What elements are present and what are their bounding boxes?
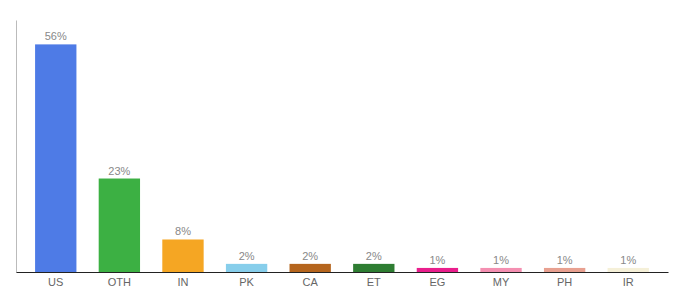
data-label: 8%	[175, 225, 191, 237]
x-tick-label: PK	[239, 276, 254, 288]
data-label: 1%	[493, 254, 509, 266]
bar	[226, 264, 267, 272]
x-tick-label: CA	[303, 276, 319, 288]
x-axis-line	[17, 272, 669, 273]
data-label: 2%	[302, 250, 318, 262]
x-tick-label: MY	[493, 276, 510, 288]
x-tick: IR	[623, 276, 634, 288]
data-label: 2%	[239, 250, 255, 262]
x-tick-label: IN	[177, 276, 188, 288]
x-tick-label: EG	[429, 276, 445, 288]
bar	[608, 268, 649, 272]
x-tick: IN	[177, 276, 188, 288]
data-label: 2%	[366, 250, 382, 262]
data-label: 23%	[108, 165, 130, 177]
chart: US OTH IN PK CA ET EG MY PH IR 56% 23% 8% 2% 2% 2% 1% 1% 1…	[0, 0, 680, 300]
data-label: 56%	[45, 30, 67, 42]
y-axis	[16, 21, 17, 273]
bar	[353, 264, 394, 272]
x-tick-label: IR	[623, 276, 634, 288]
x-tick: MY	[493, 276, 510, 288]
data-label: 1%	[620, 254, 636, 266]
x-tick-label: ET	[367, 276, 381, 288]
x-tick: EG	[429, 276, 445, 288]
x-tick: PH	[557, 276, 572, 288]
data-label: 1%	[429, 254, 445, 266]
bar	[35, 44, 76, 272]
bars	[35, 44, 649, 272]
x-tick: OTH	[108, 276, 131, 288]
x-tick: ET	[367, 276, 381, 288]
plot: US OTH IN PK CA ET EG MY PH IR 56% 23% 8% 2% 2% 2% 1% 1% 1…	[17, 21, 669, 288]
bar	[544, 268, 585, 272]
x-tick: US	[48, 276, 63, 288]
x-tick: PK	[239, 276, 254, 288]
bar	[417, 268, 458, 272]
bar	[162, 239, 203, 272]
y-axis-line	[16, 21, 17, 273]
data-labels: 56% 23% 8% 2% 2% 2% 1% 1% 1% 1%	[45, 30, 637, 266]
x-tick-label: OTH	[108, 276, 131, 288]
bar	[290, 264, 331, 272]
x-tick-label: US	[48, 276, 63, 288]
bar	[99, 179, 140, 272]
data-label: 1%	[557, 254, 573, 266]
x-tick: CA	[303, 276, 319, 288]
x-tick-label: PH	[557, 276, 572, 288]
bar	[480, 268, 521, 272]
x-axis: US OTH IN PK CA ET EG MY PH IR	[17, 273, 669, 288]
